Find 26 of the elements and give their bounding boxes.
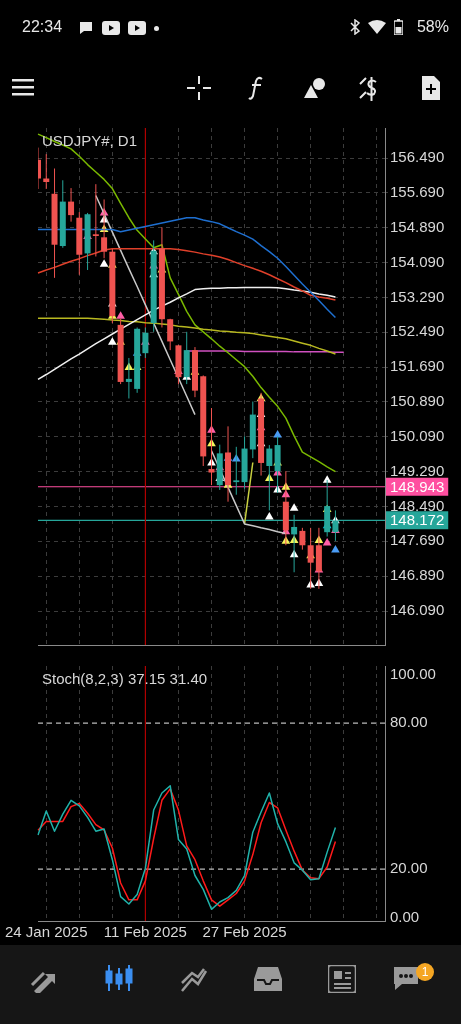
text: 1 xyxy=(421,965,429,979)
x-tick-label: 27 Feb 2025 xyxy=(202,923,287,941)
text: 22:34 xyxy=(22,18,63,35)
y-tick-label: 0.00 xyxy=(390,907,420,925)
y-tick-label: 147.690 xyxy=(390,531,445,549)
y-tick-label: 146.890 xyxy=(390,566,445,584)
y-tick-label: 153.290 xyxy=(390,287,445,305)
text: 58% xyxy=(416,18,449,35)
y-tick-label: 150.090 xyxy=(390,426,445,444)
y-tick-label: 100.00 xyxy=(390,664,436,682)
y-tick-label: 152.490 xyxy=(390,322,445,340)
y-tick-label: 20.00 xyxy=(390,859,428,877)
y-tick-label: 146.090 xyxy=(390,601,445,619)
y-tick-label: 149.290 xyxy=(390,461,445,479)
y-tick-label: 154.090 xyxy=(390,252,445,270)
y-tick-label: 150.890 xyxy=(390,392,445,410)
ref-line-label: 148.172 xyxy=(390,511,445,529)
y-tick-label: 151.690 xyxy=(390,357,445,375)
x-tick-label: 24 Jan 2025 xyxy=(4,923,88,941)
y-tick-label: 80.00 xyxy=(390,713,428,731)
y-tick-label: 156.490 xyxy=(390,148,445,166)
ref-line-label: 148.943 xyxy=(390,477,445,495)
y-tick-label: 155.690 xyxy=(390,183,445,201)
y-tick-label: 154.890 xyxy=(390,217,445,235)
x-tick-label: 11 Feb 2025 xyxy=(103,923,187,941)
y-tick-label: 148.490 xyxy=(390,496,445,514)
